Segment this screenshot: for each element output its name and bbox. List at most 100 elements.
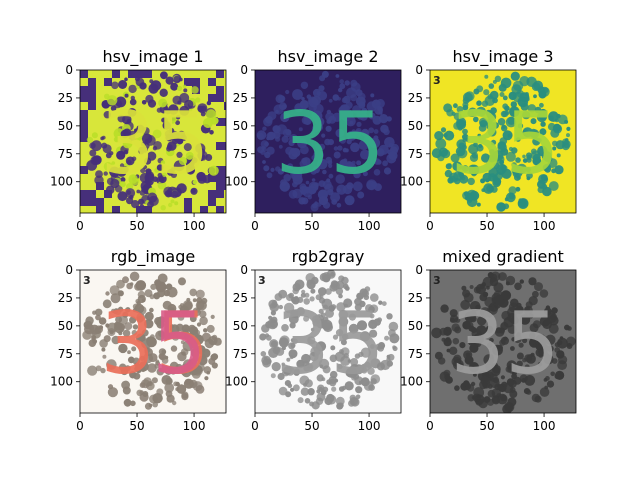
image-dot: [539, 128, 547, 136]
image-dot: [462, 133, 469, 141]
checker-cell: [80, 126, 88, 134]
image-dot: [505, 402, 514, 412]
checker-cell: [192, 78, 200, 86]
image-dot: [144, 319, 154, 329]
image-dot: [196, 322, 202, 327]
image-dot: [318, 195, 329, 206]
image-dot: [473, 116, 479, 123]
image-dot: [492, 364, 501, 374]
image-dot: [322, 169, 327, 175]
image-dot: [135, 77, 145, 87]
image-dot: [87, 365, 98, 376]
image-dot: [158, 348, 166, 356]
x-tick-label: 0: [426, 219, 434, 233]
image-dot: [289, 134, 298, 143]
image-dot: [375, 99, 385, 108]
image-dot: [107, 95, 118, 106]
image-dot: [325, 125, 332, 132]
image-dot: [98, 325, 104, 330]
image-dot: [309, 296, 315, 302]
checker-cell: [80, 198, 88, 206]
image-dot: [373, 169, 381, 176]
image-dot: [515, 157, 521, 163]
image-dot: [321, 133, 326, 138]
image-dot: [142, 165, 148, 170]
image-dot: [392, 345, 396, 350]
image-dot: [351, 131, 356, 137]
image-dot: [556, 153, 561, 158]
image-dot: [181, 367, 192, 378]
checker-cell: [88, 102, 96, 110]
image-dot: [289, 355, 294, 360]
image-dot: [280, 179, 287, 187]
image-dot: [170, 345, 178, 352]
image-dot: [158, 98, 168, 108]
image-dot: [485, 325, 494, 334]
image-dot: [335, 74, 340, 78]
image-dot: [281, 135, 289, 143]
image-dot: [564, 324, 570, 331]
image-dot: [352, 181, 363, 192]
image-dot: [133, 372, 141, 380]
image-dot: [152, 401, 158, 408]
image-dot: [307, 388, 315, 396]
image-dot: [293, 384, 300, 392]
image-dot: [507, 363, 518, 374]
image-dot: [526, 154, 532, 161]
image-dot: [543, 176, 548, 181]
image-dot: [122, 138, 133, 149]
image-dot: [336, 203, 342, 208]
image-dot: [370, 319, 375, 325]
image-dot: [127, 356, 135, 364]
image-dot: [469, 301, 481, 312]
image-dot: [145, 168, 152, 175]
image-dot: [275, 166, 281, 172]
image-dot: [129, 316, 137, 324]
image-dot: [204, 376, 209, 381]
image-dot: [519, 279, 524, 284]
image-dot: [182, 84, 187, 89]
image-dot: [484, 74, 489, 79]
image-dot: [479, 120, 487, 128]
image-dot: [335, 174, 346, 184]
image-dot: [339, 319, 344, 324]
image-dot: [300, 387, 310, 396]
image-dot: [502, 130, 513, 141]
x-tick-label: 0: [76, 219, 84, 233]
image-area: 35 3: [255, 270, 401, 413]
image-dot: [338, 309, 349, 320]
image-dot: [452, 161, 462, 171]
image-dot: [119, 163, 125, 168]
image-dot: [199, 153, 206, 161]
image-dot: [134, 132, 143, 141]
image-dot: [332, 334, 339, 340]
image-dot: [480, 376, 491, 386]
image-dot: [165, 76, 174, 85]
image-dot: [315, 341, 327, 352]
image-area: 355 3: [80, 270, 226, 413]
checker-cell: [96, 198, 104, 206]
image-dot: [110, 178, 120, 189]
image-dot: [147, 151, 157, 161]
image-dot: [319, 273, 329, 282]
image-dot: [511, 147, 518, 154]
subplot-5: 35 3 rgb2gray 0 50 100 0 25 50 75 100: [225, 247, 402, 433]
image-dot: [183, 88, 188, 93]
checker-cell: [216, 70, 224, 78]
image-dot: [178, 277, 186, 286]
image-dot: [165, 390, 173, 398]
image-dot: [117, 191, 128, 202]
image-dot: [525, 96, 530, 102]
image-dot: [115, 316, 123, 323]
image-glyph: 35: [450, 294, 559, 394]
image-dot: [152, 146, 158, 151]
image-dot: [177, 314, 185, 321]
y-tick-label: 50: [233, 319, 248, 333]
image-dot: [177, 85, 183, 91]
image-dot: [101, 135, 106, 140]
image-dot: [139, 204, 145, 209]
checker-cell: [216, 86, 224, 94]
x-tick-label: 50: [479, 419, 494, 433]
image-dot: [444, 169, 453, 178]
image-dot: [176, 384, 187, 394]
